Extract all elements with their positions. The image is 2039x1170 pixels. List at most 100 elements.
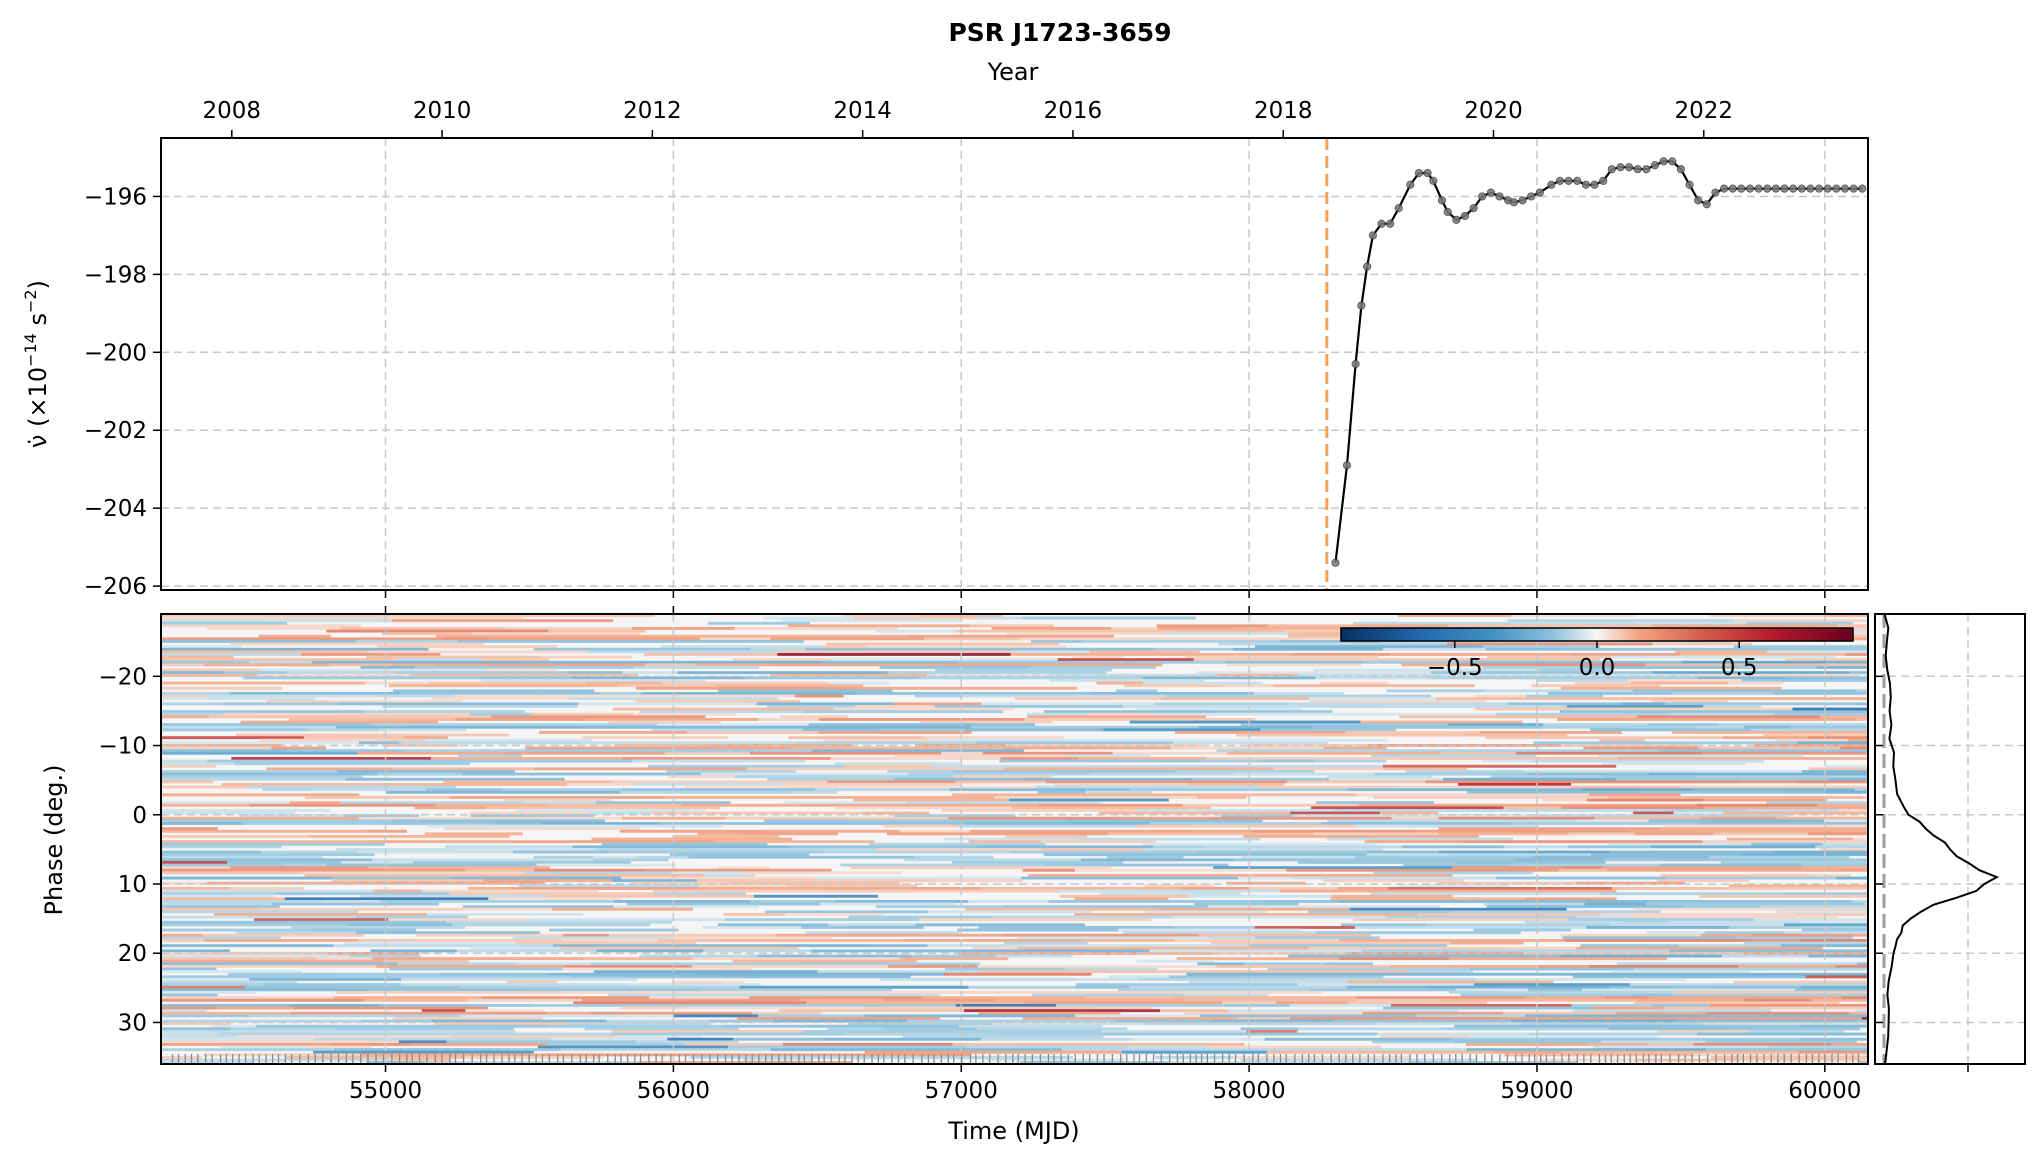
heatmap-cell — [1593, 1045, 1769, 1049]
heatmap-cell — [412, 1043, 548, 1046]
heatmap-cell — [1136, 952, 1214, 955]
heatmap-cell — [1024, 1001, 1223, 1005]
heatmap-cell — [879, 728, 965, 732]
heatmap-cell — [1298, 1027, 1441, 1031]
heatmap-cell — [1060, 894, 1188, 898]
heatmap-cell — [1316, 801, 1434, 805]
heatmap-cell — [1831, 1043, 1868, 1046]
heatmap-cell — [1338, 887, 1389, 890]
heatmap-cell — [1839, 757, 1868, 760]
heatmap-cell — [161, 829, 367, 833]
nudot-point — [1469, 204, 1478, 213]
heatmap-cell — [802, 728, 880, 732]
nudot-point — [1414, 168, 1424, 178]
heatmap-cell — [1242, 855, 1355, 859]
heatmap-cell — [717, 866, 770, 870]
heatmap-cell — [161, 855, 323, 859]
heatmap-cell — [753, 749, 813, 753]
heatmap-cell — [207, 627, 340, 630]
heatmap-cell — [671, 871, 743, 875]
heatmap-cell — [1531, 855, 1709, 859]
heatmap-cell — [1312, 725, 1451, 729]
heatmap-cell — [764, 1056, 973, 1059]
heatmap-cell — [376, 965, 565, 968]
heatmap-cell — [879, 666, 1030, 669]
heatmap-cell — [1665, 702, 1858, 706]
heatmap-cell — [1244, 962, 1324, 966]
heatmap-cell — [450, 1035, 615, 1039]
nudot-point — [1443, 207, 1452, 217]
heatmap-cell — [1157, 627, 1232, 630]
heatmap-cell — [1825, 614, 1868, 617]
heatmap-cell — [422, 889, 598, 893]
heatmap-cell — [828, 658, 1058, 662]
heatmap-cell — [1590, 728, 1670, 732]
heatmap-cell — [1468, 900, 1649, 903]
heatmap-cell — [1482, 666, 1581, 669]
heatmap-cell — [1824, 764, 1868, 768]
heatmap-cell — [1755, 993, 1868, 997]
heatmap-cell — [593, 970, 818, 974]
heatmap-cell — [261, 668, 486, 672]
heatmap-cell — [1209, 816, 1295, 820]
heatmap-cell — [161, 736, 304, 740]
heatmap-cell — [1860, 967, 1868, 971]
heatmap-cell — [1103, 728, 1261, 732]
heatmap-cell — [1347, 980, 1554, 984]
heatmap-cell — [1708, 855, 1850, 859]
heatmap-cell — [161, 978, 250, 981]
heatmap-cell — [1143, 681, 1263, 685]
heatmap-cell — [1674, 991, 1868, 994]
heatmap-cell — [1119, 816, 1210, 820]
heatmap-cell — [1501, 1017, 1636, 1020]
heatmap-cell — [1448, 624, 1653, 628]
heatmap-cell — [326, 629, 549, 633]
heatmap-cell — [161, 923, 348, 927]
heatmap-cell — [1545, 1040, 1601, 1044]
heatmap-cell — [1538, 668, 1612, 672]
heatmap-cell — [632, 759, 806, 763]
heatmap-cell — [1227, 874, 1453, 877]
heatmap-cell — [1347, 1001, 1488, 1005]
heatmap-cell — [248, 785, 456, 789]
heatmap-cell — [1023, 866, 1112, 870]
heatmap-cell — [1603, 775, 1697, 779]
heatmap-cell — [1332, 1019, 1511, 1023]
heatmap-ytick-label: −20 — [98, 664, 147, 690]
heatmap-cell — [161, 772, 378, 776]
heatmap-cell — [1773, 712, 1868, 716]
heatmap-cell — [161, 985, 246, 989]
heatmap-cell — [1314, 832, 1373, 836]
heatmap-cell — [161, 759, 208, 763]
heatmap-cell — [1857, 1019, 1868, 1023]
heatmap-cell — [548, 972, 694, 976]
nudot-series — [1325, 138, 1867, 590]
heatmap-cell — [229, 642, 364, 646]
heatmap-cell — [591, 837, 793, 841]
heatmap-cell — [572, 975, 722, 979]
heatmap-cell — [644, 868, 832, 872]
heatmap-cell — [161, 827, 218, 831]
heatmap-cell — [1801, 1024, 1868, 1028]
nudot-point — [1702, 200, 1711, 209]
heatmap-cell — [986, 1058, 1124, 1062]
heatmap-cell — [941, 751, 983, 755]
nudot-point — [1509, 198, 1519, 207]
heatmap-cell — [1291, 653, 1390, 656]
heatmap-cell — [1615, 1011, 1707, 1015]
heatmap-cell — [1108, 863, 1229, 867]
heatmap-cell — [440, 972, 549, 976]
nudot-ytick-label: −200 — [84, 340, 147, 366]
heatmap-cell — [400, 983, 628, 987]
heatmap-cell — [1020, 1061, 1170, 1064]
heatmap-cell — [932, 764, 1164, 768]
heatmap-cell — [530, 918, 726, 922]
heatmap-cell — [445, 920, 673, 924]
heatmap-cell — [1646, 946, 1823, 950]
heatmap-cell — [1239, 780, 1288, 784]
heatmap-cell — [1633, 907, 1778, 911]
heatmap-cell — [1823, 819, 1868, 823]
heatmap-cell — [1637, 715, 1821, 719]
heatmap-cell — [1111, 627, 1158, 630]
heatmap-cell — [161, 876, 332, 880]
